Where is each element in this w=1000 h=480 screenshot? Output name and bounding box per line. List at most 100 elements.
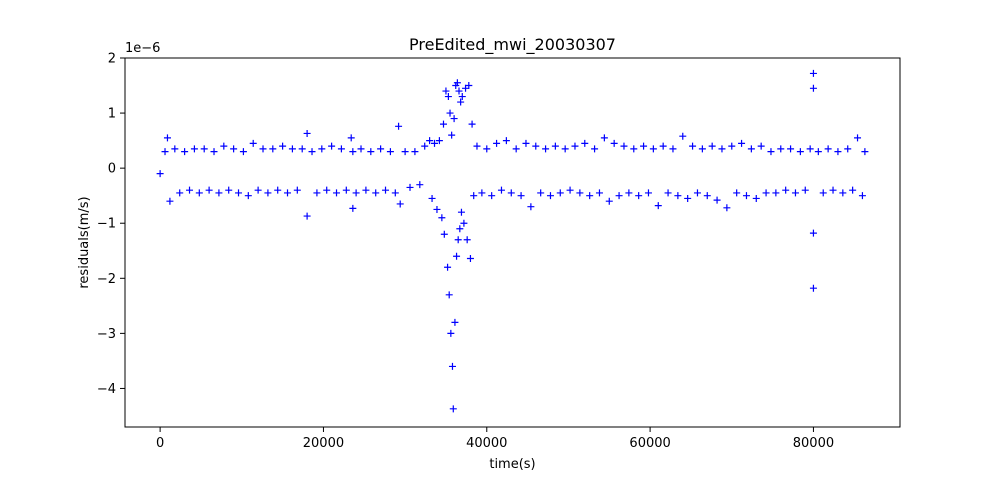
data-point: [809, 69, 817, 77]
x-tick-label: 60000: [629, 436, 670, 451]
data-point: [293, 186, 301, 194]
data-point: [551, 142, 559, 150]
data-point: [342, 186, 350, 194]
data-point: [396, 200, 404, 208]
data-point: [337, 145, 345, 153]
data-point: [854, 134, 862, 142]
data-point: [654, 202, 662, 210]
data-point: [497, 186, 505, 194]
data-point: [556, 189, 564, 197]
data-point: [446, 109, 454, 117]
data-point: [230, 145, 238, 153]
data-point: [742, 192, 750, 200]
data-point: [468, 120, 476, 128]
data-point: [829, 186, 837, 194]
data-point: [625, 189, 633, 197]
data-point: [527, 203, 535, 211]
data-point: [858, 192, 866, 200]
data-point: [571, 142, 579, 150]
data-point: [186, 186, 194, 194]
data-point: [630, 145, 638, 153]
data-point: [439, 120, 447, 128]
data-point: [431, 139, 439, 147]
data-point: [333, 189, 341, 197]
y-tick-label: −1: [97, 217, 116, 232]
y-tick-label: −2: [97, 272, 116, 287]
data-point: [674, 192, 682, 200]
data-point: [723, 204, 731, 212]
data-point: [444, 93, 452, 101]
data-point: [401, 148, 409, 156]
data-point: [728, 142, 736, 150]
x-tick-label: 0: [156, 436, 164, 451]
y-tick-label: 2: [108, 52, 116, 67]
data-point: [844, 145, 852, 153]
data-point: [450, 115, 458, 123]
data-point: [782, 186, 790, 194]
data-point: [635, 192, 643, 200]
data-point: [738, 139, 746, 147]
data-point: [279, 142, 287, 150]
data-point: [861, 148, 869, 156]
data-point: [235, 189, 243, 197]
data-point: [664, 189, 672, 197]
data-point: [181, 148, 189, 156]
data-point: [176, 189, 184, 197]
data-point: [532, 142, 540, 150]
data-point: [411, 148, 419, 156]
data-point: [600, 134, 608, 142]
data-point: [542, 145, 550, 153]
data-point: [566, 186, 574, 194]
data-point: [679, 132, 687, 140]
data-point: [801, 186, 809, 194]
data-point: [457, 98, 465, 106]
data-point: [473, 142, 481, 150]
data-point: [156, 170, 164, 178]
data-point: [713, 196, 721, 204]
data-point: [684, 194, 692, 202]
data-point: [591, 145, 599, 153]
data-point: [488, 192, 496, 200]
data-point: [210, 148, 218, 156]
data-point: [249, 139, 257, 147]
data-point: [767, 148, 775, 156]
data-point: [458, 93, 466, 101]
data-point: [747, 145, 755, 153]
data-point: [288, 145, 296, 153]
data-point: [493, 139, 501, 147]
data-point: [522, 139, 530, 147]
data-point: [428, 194, 436, 202]
data-point: [777, 145, 785, 153]
data-point: [440, 230, 448, 238]
data-point: [205, 186, 213, 194]
data-point: [689, 142, 697, 150]
data-point: [809, 84, 817, 92]
x-tick-label: 80000: [793, 436, 834, 451]
data-point: [454, 236, 462, 244]
x-tick-label: 40000: [466, 436, 507, 451]
data-point: [824, 145, 832, 153]
data-point: [349, 148, 357, 156]
data-point: [220, 142, 228, 150]
data-point: [796, 148, 804, 156]
data-point: [416, 181, 424, 189]
data-point: [478, 189, 486, 197]
data-point: [451, 318, 459, 326]
data-point: [457, 208, 465, 216]
data-point: [463, 236, 471, 244]
axis-ticks: 0 20000 40000 60000 80000 2 1 0 −1 −2 −3 −4: [97, 52, 834, 452]
data-point: [328, 142, 336, 150]
data-point: [693, 189, 701, 197]
data-points: [156, 69, 869, 413]
data-point: [274, 186, 282, 194]
y-offset-label: 1e−6: [125, 41, 160, 56]
data-point: [517, 192, 525, 200]
data-point: [703, 192, 711, 200]
data-point: [426, 137, 434, 145]
data-point: [163, 134, 171, 142]
data-point: [347, 134, 355, 142]
data-point: [791, 189, 799, 197]
y-tick-label: −3: [97, 327, 116, 342]
